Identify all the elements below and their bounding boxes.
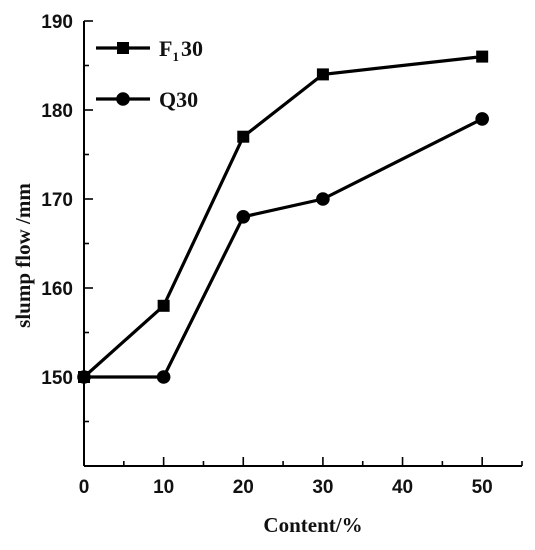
x-tick-label: 10 xyxy=(153,477,174,498)
legend-label: Q30 xyxy=(159,87,198,112)
axes: 0 10 20 30 40 50 150 160 170 180 190 xyxy=(41,12,523,498)
y-tick-label: 190 xyxy=(41,12,73,33)
x-tick-label: 30 xyxy=(312,477,333,498)
data-point xyxy=(475,112,489,126)
y-axis-label: slump flow /mm xyxy=(11,183,35,328)
data-point xyxy=(476,50,489,63)
x-tick-label: 0 xyxy=(79,477,90,498)
y-tick-label: 170 xyxy=(41,190,73,211)
x-axis-label: Content/% xyxy=(263,513,362,537)
data-point xyxy=(77,370,91,384)
series-2 xyxy=(77,112,489,384)
x-tick-label: 20 xyxy=(233,477,254,498)
series-line xyxy=(82,55,483,379)
legend-label: F130 xyxy=(159,36,203,64)
data-point xyxy=(316,192,330,206)
series-layer xyxy=(77,50,489,384)
legend: F130 Q30 xyxy=(96,36,203,112)
data-point xyxy=(157,299,170,312)
y-tick-label: 180 xyxy=(41,101,73,122)
data-point xyxy=(236,210,251,224)
legend-marker xyxy=(117,42,129,54)
x-tick-label: 40 xyxy=(392,477,413,498)
y-tick-label: 150 xyxy=(41,368,73,389)
data-point xyxy=(316,68,329,81)
y-tick-label: 160 xyxy=(41,279,73,300)
legend-item-1: F130 xyxy=(96,36,203,64)
legend-marker xyxy=(116,92,130,106)
data-point xyxy=(156,370,171,384)
legend-item-2: Q30 xyxy=(96,87,198,112)
series-line xyxy=(84,117,483,379)
data-point xyxy=(237,130,250,143)
x-tick-label: 50 xyxy=(472,477,493,498)
